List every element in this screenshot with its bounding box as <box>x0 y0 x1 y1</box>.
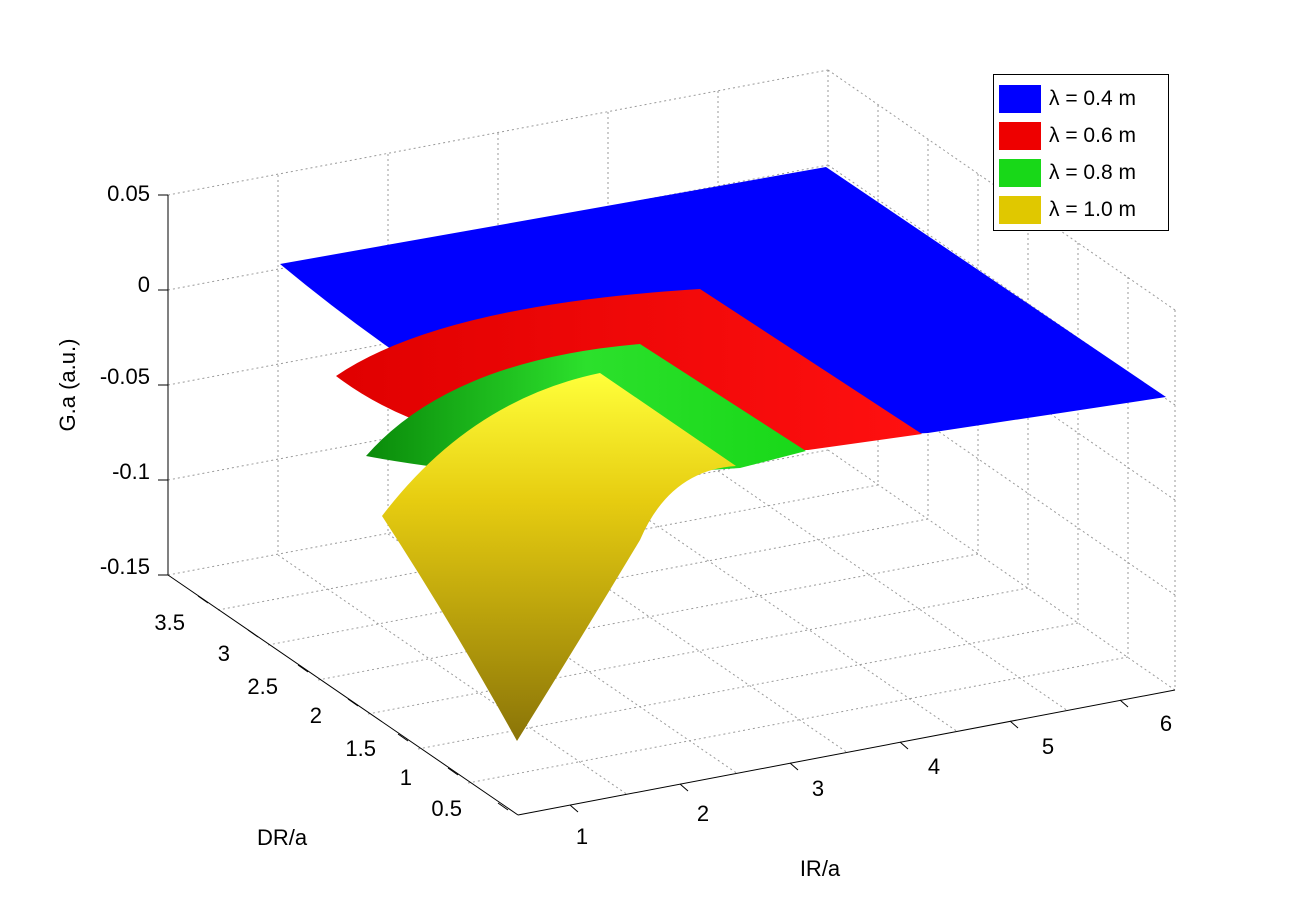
legend-label: λ = 0.6 m <box>1049 123 1136 147</box>
x-tick-label: 2 <box>697 801 709 826</box>
legend-item: λ = 0.8 m <box>999 154 1163 191</box>
legend: λ = 0.4 m λ = 0.6 m λ = 0.8 m λ = 1.0 m <box>993 74 1169 231</box>
y-tick-label: 3.5 <box>154 610 185 635</box>
x-tick-label: 4 <box>928 754 940 779</box>
legend-item: λ = 0.4 m <box>999 80 1163 117</box>
legend-swatch <box>999 195 1041 224</box>
x-axis-label: IR/a <box>800 856 841 881</box>
legend-item: λ = 0.6 m <box>999 117 1163 154</box>
x-tick-label: 1 <box>576 824 588 849</box>
y-tick-labels: 3.5 3 2.5 2 1.5 1 0.5 <box>154 610 462 821</box>
z-tick-label: -0.15 <box>100 554 150 579</box>
legend-label: λ = 0.8 m <box>1049 160 1136 184</box>
y-tick-label: 1 <box>400 765 412 790</box>
y-axis-label: DR/a <box>257 825 308 850</box>
z-tick-label: -0.05 <box>100 364 150 389</box>
x-tick-label: 5 <box>1042 734 1054 759</box>
legend-item: λ = 1.0 m <box>999 191 1163 228</box>
z-tick-label: 0 <box>138 272 150 297</box>
x-tick-label: 6 <box>1160 711 1172 736</box>
z-tick-labels: 0.05 0 -0.05 -0.1 -0.15 <box>100 181 150 579</box>
y-tick-label: 1.5 <box>345 736 376 761</box>
y-tick-label: 2.5 <box>247 674 278 699</box>
legend-swatch <box>999 121 1041 150</box>
surfaces <box>280 167 1166 741</box>
axes <box>158 194 1176 816</box>
legend-label: λ = 0.4 m <box>1049 86 1136 110</box>
y-tick-label: 3 <box>218 641 230 666</box>
z-tick-label: -0.1 <box>112 459 150 484</box>
z-axis-label: G.a (a.u.) <box>55 339 80 432</box>
x-tick-labels: 1 2 3 4 5 6 <box>576 711 1172 849</box>
y-tick-label: 0.5 <box>431 796 462 821</box>
legend-swatch <box>999 84 1041 113</box>
y-tick-label: 2 <box>310 703 322 728</box>
x-tick-label: 3 <box>812 776 824 801</box>
legend-label: λ = 1.0 m <box>1049 197 1136 221</box>
surface-lambda-1-0 <box>382 373 736 741</box>
legend-swatch <box>999 158 1041 187</box>
z-tick-label: 0.05 <box>107 181 150 206</box>
